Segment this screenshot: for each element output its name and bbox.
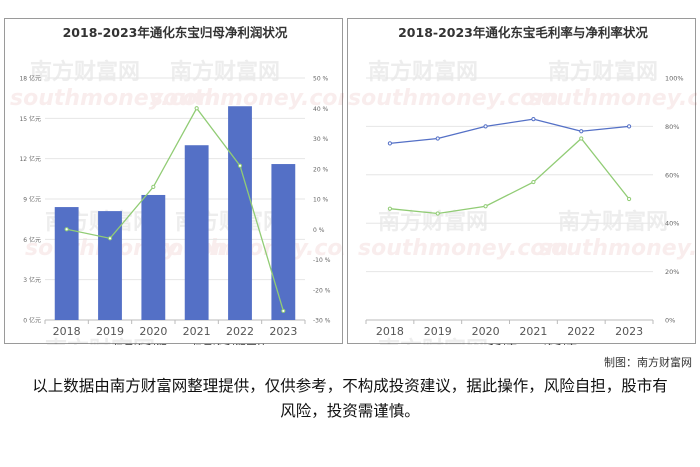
x-tick-label: 2018	[376, 325, 404, 338]
point-净利率-2021	[531, 179, 536, 185]
y-right-tick-label: -20 %	[313, 287, 331, 294]
y-right-tick-label: 30 %	[313, 136, 329, 143]
point-净利率-2022	[579, 136, 584, 141]
bar-2020	[141, 194, 166, 320]
yoy-point-2018	[64, 227, 69, 232]
x-tick-label: 2020	[472, 325, 500, 338]
margin-chart: 2018-2023年通化东宝毛利率与净利率状况南方财富网southmoney.c…	[348, 25, 697, 345]
right-chart-panel: 2018-2023年通化东宝毛利率与净利率状况 南方财富网 southmoney.c…	[347, 18, 697, 345]
point-净利率-2018	[387, 206, 393, 211]
x-tick-label: 2019	[96, 325, 124, 338]
y-left-tick-label: 12 亿元	[19, 155, 41, 163]
legend-label-毛利率: 毛利率	[484, 342, 517, 345]
chart-title: 2018-2023年通化东宝归母净利润状况	[63, 25, 288, 40]
watermark-cn: 南方财富网	[368, 59, 478, 85]
y-right-tick-label: 40%	[665, 220, 679, 228]
y-left-tick-label: 3 亿元	[23, 276, 41, 284]
y-right-tick-label: 50 %	[313, 76, 329, 83]
watermark-cn: 南方财富网	[170, 59, 280, 85]
y-left-tick-label: 0 亿元	[23, 317, 41, 325]
y-left-tick-label: 9 亿元	[23, 196, 41, 204]
yoy-point-2023	[281, 308, 286, 314]
y-right-tick-label: 10 %	[313, 197, 329, 204]
watermark-cn: 南方财富网	[558, 209, 668, 235]
y-right-tick-label: -30 %	[313, 318, 331, 325]
yoy-point-2019	[107, 236, 113, 241]
watermark-en: southmoney.com	[528, 86, 697, 111]
series-line-毛利率	[389, 118, 630, 144]
point-净利率-2020	[483, 204, 488, 209]
y-right-tick-label: 20%	[665, 268, 679, 276]
y-right-tick-label: -10 %	[313, 257, 331, 264]
left-chart-panel: 2018-2023年通化东宝归母净利润状况 南方财富网 southmoney.com…	[4, 18, 344, 345]
x-tick-label: 2019	[424, 325, 452, 338]
legend-label-净利率: 净利率	[544, 342, 577, 345]
y-right-tick-label: 0 %	[313, 227, 325, 234]
point-毛利率-2021	[531, 117, 536, 122]
watermark-en: southmoney.com	[538, 236, 697, 261]
y-right-tick-label: 80%	[665, 123, 679, 131]
bar-2019	[98, 211, 122, 320]
yoy-point-2021	[194, 106, 199, 111]
point-毛利率-2023	[626, 124, 632, 129]
legend-label-bar: 归母净利润	[112, 342, 167, 345]
y-right-tick-label: 20 %	[313, 166, 329, 173]
y-right-tick-label: 40 %	[313, 106, 329, 113]
y-left-tick-label: 18 亿元	[19, 75, 41, 83]
bar-2021	[184, 145, 209, 320]
point-毛利率-2019	[435, 136, 440, 141]
watermark-cn: 南方财富网	[30, 59, 140, 85]
point-毛利率-2022	[579, 129, 584, 134]
point-毛利率-2018	[387, 141, 393, 146]
chart-credit: 制图：南方财富网	[604, 356, 692, 369]
x-tick-label: 2020	[139, 325, 167, 338]
yoy-point-2022	[237, 163, 243, 168]
y-left-tick-label: 15 亿元	[19, 115, 41, 123]
x-tick-label: 2018	[53, 325, 81, 338]
watermark-cn: 南方财富网	[45, 337, 155, 345]
x-tick-label: 2023	[269, 325, 297, 338]
chart-title: 2018-2023年通化东宝毛利率与净利率状况	[398, 25, 648, 40]
bar-2022	[228, 106, 252, 320]
watermark-en: southmoney.com	[348, 86, 558, 111]
watermark-en: southmoney.com	[358, 236, 568, 261]
series-line-净利率	[389, 137, 630, 215]
watermark-cn: 南方财富网	[548, 59, 658, 85]
x-tick-label: 2023	[615, 325, 643, 338]
bar-2018	[54, 207, 79, 320]
bar-2023	[271, 164, 296, 320]
point-毛利率-2020	[483, 124, 488, 129]
y-right-tick-label: 60%	[665, 171, 679, 179]
disclaimer-text: 以上数据由南方财富网整理提供，仅供参考，不构成投资建议，据此操作，风险自担，股市…	[32, 377, 668, 420]
y-right-tick-label: 100%	[665, 75, 684, 83]
profit-chart: 2018-2023年通化东宝归母净利润状况南方财富网southmoney.com…	[10, 25, 344, 345]
legend-label-yoy: 归母净利润同比	[191, 342, 268, 345]
point-净利率-2019	[435, 211, 440, 216]
y-right-tick-label: 0%	[665, 317, 675, 325]
point-净利率-2023	[626, 196, 632, 202]
watermark-layer: 南方财富网southmoney.com南方财富网southmoney.com南方…	[348, 59, 697, 345]
yoy-line	[66, 107, 284, 312]
watermark-cn: 南方财富网	[378, 337, 488, 345]
x-tick-label: 2022	[226, 325, 254, 338]
watermark-en: southmoney.com	[10, 86, 220, 111]
x-tick-label: 2021	[519, 325, 547, 338]
yoy-point-2020	[151, 184, 156, 189]
y-left-tick-label: 6 亿元	[23, 236, 41, 244]
x-tick-label: 2022	[567, 325, 595, 338]
x-tick-label: 2021	[183, 325, 211, 338]
